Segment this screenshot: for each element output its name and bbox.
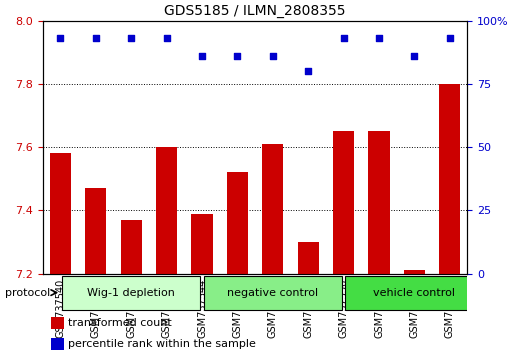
Bar bbox=[156, 147, 177, 274]
Bar bbox=[333, 131, 354, 274]
Point bbox=[410, 53, 419, 59]
Bar bbox=[298, 242, 319, 274]
Text: negative control: negative control bbox=[227, 287, 319, 298]
Bar bbox=[191, 213, 213, 274]
Point bbox=[446, 35, 454, 41]
Text: Wig-1 depletion: Wig-1 depletion bbox=[87, 287, 175, 298]
Text: percentile rank within the sample: percentile rank within the sample bbox=[68, 339, 256, 349]
Point bbox=[304, 68, 312, 74]
Title: GDS5185 / ILMN_2808355: GDS5185 / ILMN_2808355 bbox=[164, 4, 346, 18]
Bar bbox=[51, 338, 64, 349]
FancyBboxPatch shape bbox=[204, 275, 342, 310]
Bar bbox=[85, 188, 107, 274]
FancyBboxPatch shape bbox=[62, 275, 200, 310]
Point bbox=[92, 35, 100, 41]
Point bbox=[163, 35, 171, 41]
Point bbox=[198, 53, 206, 59]
Point bbox=[56, 35, 65, 41]
Point bbox=[340, 35, 348, 41]
Bar bbox=[50, 153, 71, 274]
Text: vehicle control: vehicle control bbox=[373, 287, 456, 298]
FancyBboxPatch shape bbox=[345, 275, 483, 310]
Text: transformed count: transformed count bbox=[68, 318, 172, 328]
Bar bbox=[121, 220, 142, 274]
Text: protocol: protocol bbox=[5, 287, 50, 298]
Point bbox=[269, 53, 277, 59]
Bar bbox=[439, 84, 460, 274]
Bar bbox=[227, 172, 248, 274]
Point bbox=[375, 35, 383, 41]
Bar bbox=[262, 144, 284, 274]
Bar bbox=[404, 270, 425, 274]
Point bbox=[233, 53, 242, 59]
Point bbox=[127, 35, 135, 41]
Bar bbox=[368, 131, 390, 274]
Bar bbox=[51, 317, 64, 329]
